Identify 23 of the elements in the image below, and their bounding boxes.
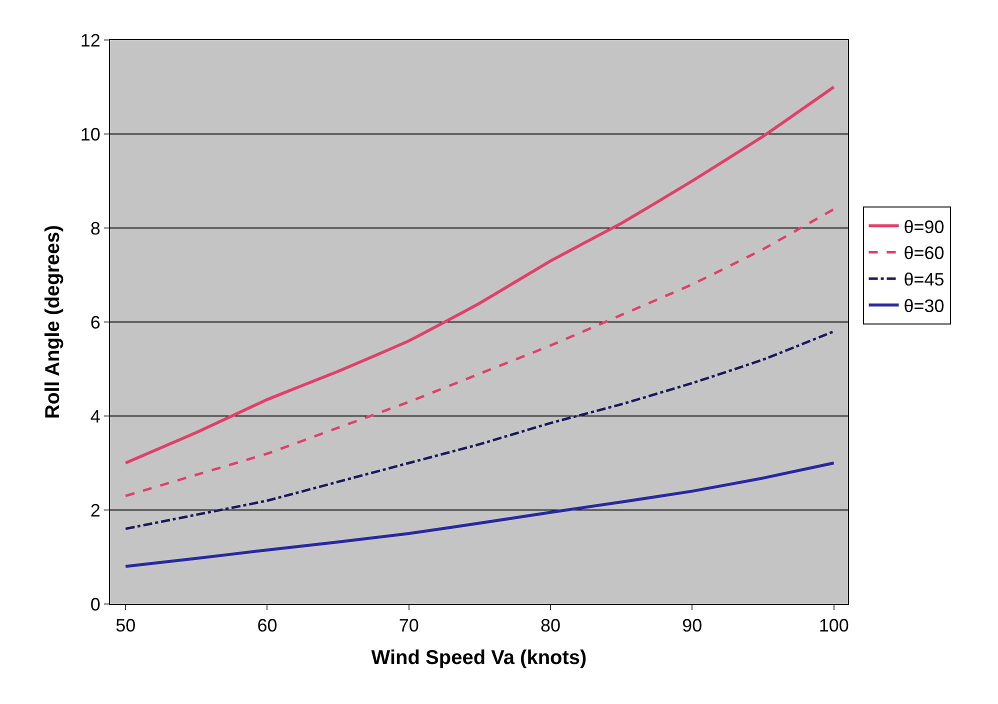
x-tick-label: 50 [116,616,136,636]
legend-label: θ=60 [904,243,944,264]
y-tick-label: 10 [80,124,100,144]
y-tick-label: 12 [80,30,100,50]
legend-label: θ=45 [904,270,944,290]
x-tick-label: 70 [398,616,419,636]
line-series [124,462,836,568]
x-tick-label: 60 [257,616,278,636]
y-tick-label: 6 [90,312,100,332]
legend-label: θ=30 [904,296,944,316]
line-series [124,330,836,530]
x-tick-label: 80 [540,616,561,636]
y-axis-title: Roll Angle (degrees) [42,225,64,419]
line-series [124,208,836,498]
line-series [124,86,836,464]
y-tick-label: 2 [90,500,100,520]
x-tick-label: 90 [682,616,702,636]
y-tick-label: 4 [90,406,100,426]
y-tick-label: 0 [90,594,100,614]
y-tick-label: 8 [90,218,100,238]
x-axis-title: Wind Speed Va (knots) [371,647,587,670]
x-tick-label: 100 [818,616,849,636]
legend-label: θ=90 [904,216,944,237]
